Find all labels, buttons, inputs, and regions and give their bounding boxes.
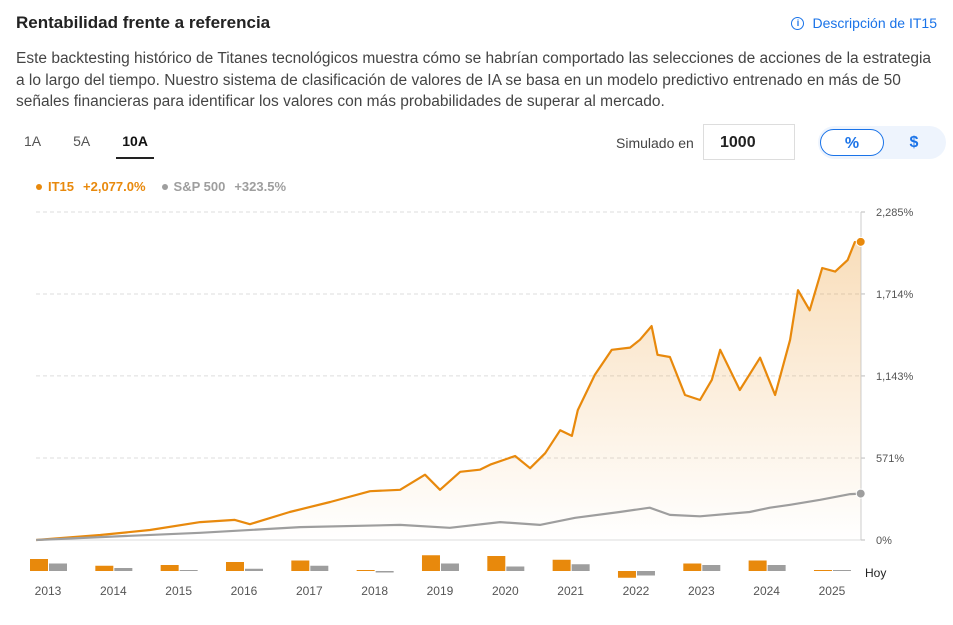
- simulate-amount-input[interactable]: 1000: [703, 124, 795, 160]
- y-tick-label: 1,714%: [876, 289, 914, 301]
- y-tick-label: 1,143%: [876, 371, 914, 383]
- page-title: Rentabilidad frente a referencia: [16, 13, 271, 32]
- tab-10a[interactable]: 10A: [116, 133, 154, 159]
- annual-bar-sp500: [244, 568, 263, 571]
- annual-bar-sp500: [375, 571, 394, 573]
- annual-bar-sp500: [440, 563, 459, 571]
- legend-dot-sp500: [161, 183, 168, 190]
- dollar-toggle-button[interactable]: $: [909, 134, 919, 151]
- legend-name-sp500: S&P 500: [173, 179, 226, 194]
- series-endpoint-it15: [855, 236, 866, 247]
- annual-bar-sp500: [767, 565, 786, 571]
- simulate-label: Simulado en: [616, 135, 694, 151]
- annual-bar-it15: [748, 560, 767, 571]
- annual-bar-it15: [30, 559, 48, 571]
- x-tick-label: 2019: [427, 584, 454, 598]
- annual-bar-sp500: [571, 564, 590, 571]
- annual-bar-sp500: [49, 563, 67, 571]
- it15-area: [36, 241, 861, 540]
- y-tick-label: 2,285%: [876, 207, 914, 219]
- x-tick-label: 2024: [753, 584, 780, 598]
- tab-5a[interactable]: 5A: [73, 133, 91, 149]
- annual-bar-it15: [683, 563, 702, 571]
- x-tick-label: 2022: [623, 584, 650, 598]
- x-tick-label: 2025: [819, 584, 846, 598]
- description-link-label: Descripción de IT15: [812, 15, 937, 31]
- today-label: Hoy: [865, 566, 886, 580]
- annual-bar-it15: [95, 565, 114, 571]
- legend-value-sp500: +323.5%: [234, 179, 287, 194]
- x-tick-label: 2013: [35, 584, 62, 598]
- series-line-it15: [36, 240, 861, 542]
- annual-bar-it15: [225, 562, 244, 571]
- x-tick-label: 2014: [100, 584, 127, 598]
- tab-1a[interactable]: 1A: [24, 133, 42, 149]
- series-endpoint-sp500: [855, 488, 866, 499]
- annual-bar-it15: [487, 556, 506, 571]
- x-tick-label: 2015: [165, 584, 192, 598]
- legend-value-it15: +2,077.0%: [83, 179, 146, 194]
- intro-text: Este backtesting histórico de Titanes te…: [16, 50, 932, 110]
- annual-bar-sp500: [114, 568, 133, 571]
- period-tabs: 1A 5A 10A: [24, 133, 174, 159]
- annual-bar-it15: [552, 559, 571, 571]
- x-tick-label: 2021: [557, 584, 584, 598]
- annual-bar-sp500: [636, 571, 655, 576]
- info-circle-icon: i: [791, 16, 805, 30]
- annual-bar-it15: [356, 570, 375, 571]
- annual-bar-sp500: [179, 570, 198, 571]
- legend-name-it15: IT15: [48, 179, 75, 194]
- percent-toggle-button[interactable]: %: [820, 129, 884, 156]
- description-link[interactable]: i Descripción de IT15: [791, 15, 937, 31]
- annual-bar-it15: [617, 571, 636, 578]
- x-tick-label: 2018: [361, 584, 388, 598]
- legend-dot-it15: [36, 183, 42, 190]
- x-tick-label: 2016: [231, 584, 258, 598]
- y-tick-label: 0%: [876, 535, 892, 547]
- annual-bar-sp500: [310, 565, 329, 571]
- x-tick-label: 2023: [688, 584, 715, 598]
- annual-bar-it15: [160, 565, 179, 571]
- annual-bar-it15: [813, 570, 832, 571]
- legend: IT15 +2,077.0% S&P 500 +323.5%: [36, 179, 286, 194]
- unit-toggle: % $: [818, 126, 946, 159]
- annual-bar-sp500: [702, 565, 721, 571]
- annual-bar-it15: [421, 555, 440, 571]
- x-tick-label: 2020: [492, 584, 519, 598]
- y-tick-label: 571%: [876, 453, 904, 465]
- annual-bar-it15: [291, 560, 310, 571]
- annual-bar-sp500: [506, 566, 525, 571]
- series-line-sp500: [36, 492, 861, 542]
- annual-bar-sp500: [832, 570, 851, 571]
- x-tick-label: 2017: [296, 584, 323, 598]
